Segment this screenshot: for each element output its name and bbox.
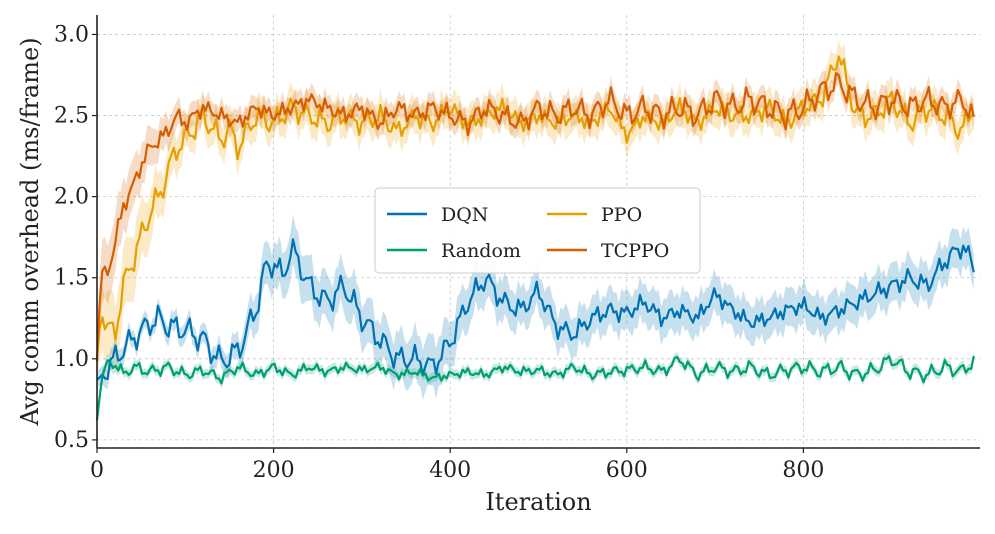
x-axis-label: Iteration bbox=[485, 488, 591, 516]
x-tick-label: 0 bbox=[90, 458, 104, 483]
y-tick-label: 1.5 bbox=[54, 266, 89, 291]
x-tick-label: 400 bbox=[429, 458, 471, 483]
series-lines bbox=[95, 55, 975, 421]
legend-label-ppo: PPO bbox=[601, 204, 642, 226]
line-tcppo bbox=[95, 72, 975, 362]
axes bbox=[92, 15, 980, 453]
y-tick-label: 1.0 bbox=[54, 347, 89, 372]
y-tick-label: 2.0 bbox=[54, 185, 89, 210]
y-tick-label: 2.5 bbox=[54, 104, 89, 129]
legend: DQN PPO Random TCPPO bbox=[374, 187, 701, 274]
x-tick-label: 200 bbox=[253, 458, 295, 483]
tick-labels: 0.5 1.0 1.5 2.0 2.5 3.0 0 200 400 600 800 bbox=[54, 22, 824, 483]
y-tick-label: 3.0 bbox=[54, 22, 89, 47]
legend-box bbox=[374, 187, 701, 274]
y-axis-label: Avg comm overhead (ms/frame) bbox=[16, 37, 44, 426]
line-random bbox=[95, 355, 975, 421]
y-tick-label: 0.5 bbox=[54, 428, 89, 453]
legend-label-random: Random bbox=[441, 240, 521, 262]
line-ppo bbox=[95, 55, 975, 358]
line-dqn bbox=[96, 238, 975, 381]
legend-label-dqn: DQN bbox=[441, 204, 488, 226]
legend-label-tcppo: TCPPO bbox=[601, 240, 669, 262]
band-tcppo bbox=[97, 61, 974, 386]
x-tick-label: 600 bbox=[606, 458, 648, 483]
x-tick-label: 800 bbox=[782, 458, 824, 483]
